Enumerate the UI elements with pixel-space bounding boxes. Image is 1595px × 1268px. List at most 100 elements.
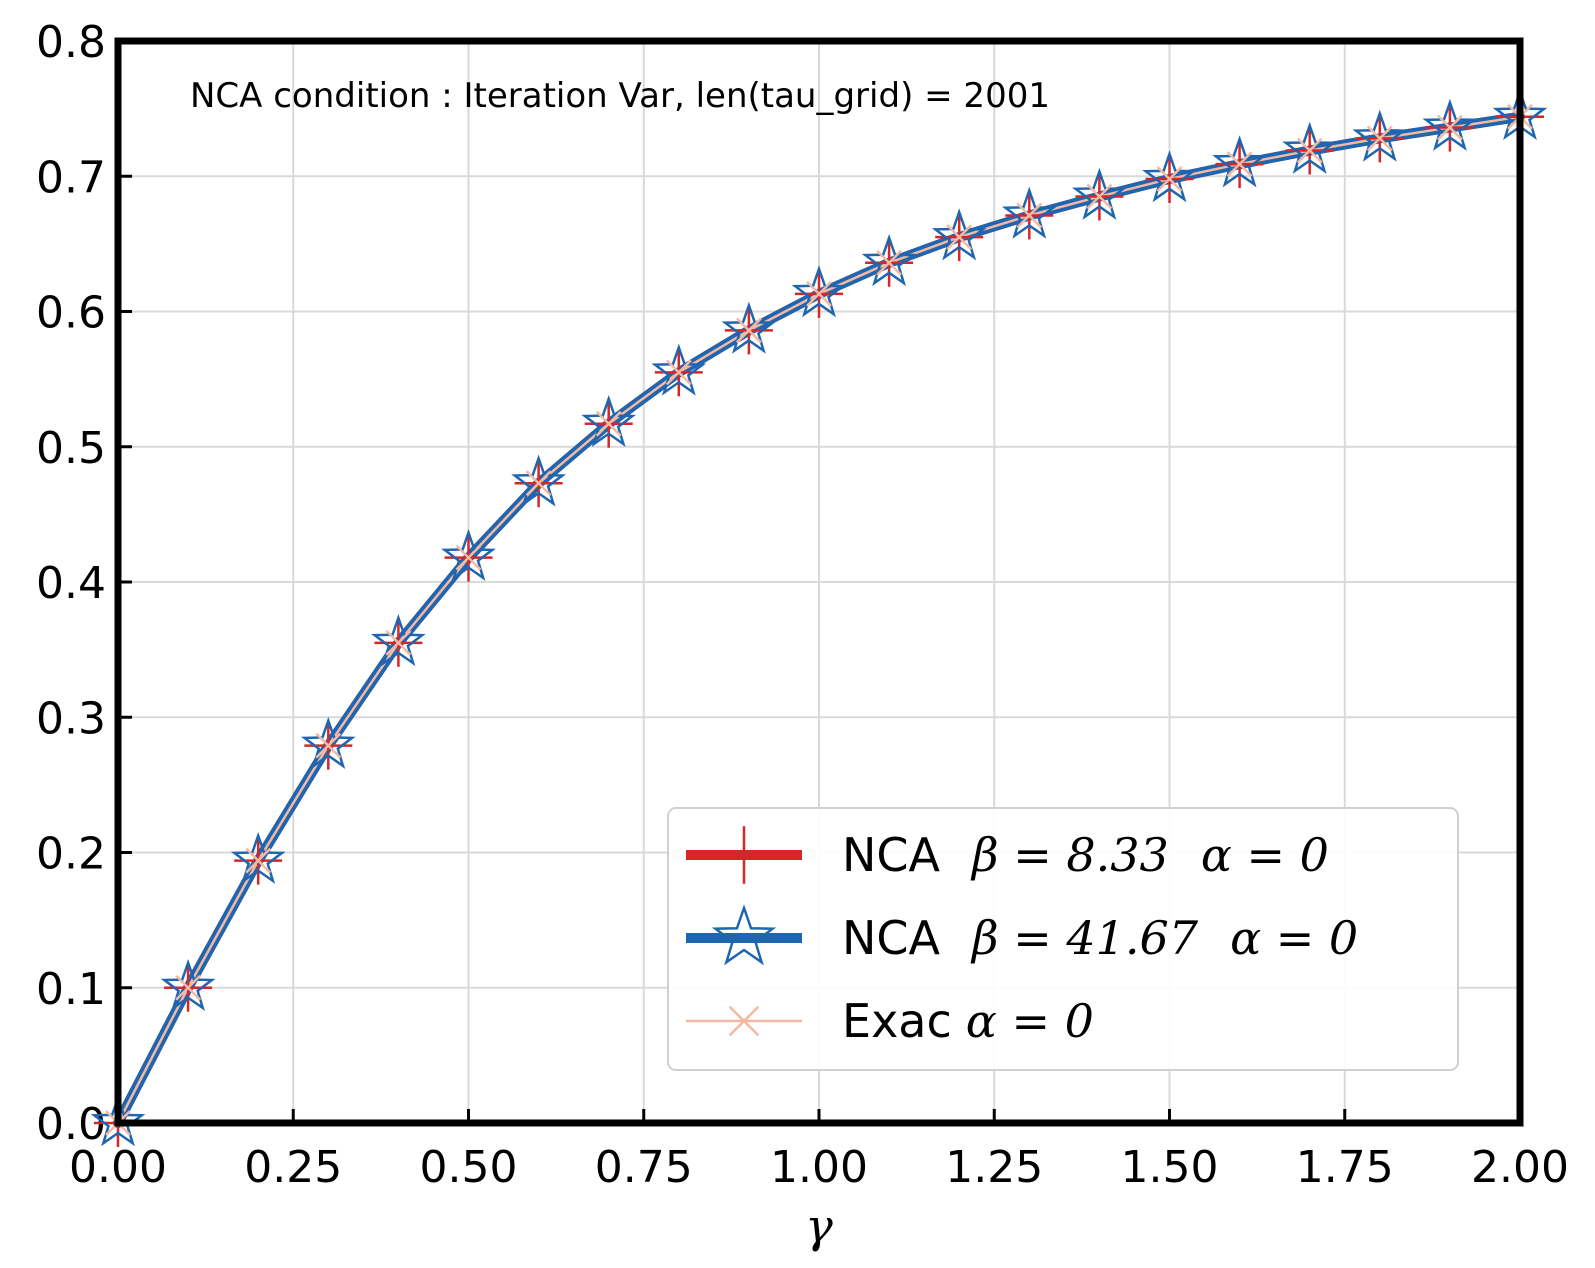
- y-tick-label: 0.2: [36, 829, 106, 880]
- x-marker-b: [736, 317, 762, 344]
- x-tick-label: 0.50: [420, 1142, 518, 1193]
- legend-box: [667, 807, 1459, 1071]
- legend-label: Exac α = 0: [842, 994, 1094, 1048]
- x-marker-b: [1086, 183, 1113, 210]
- data-point: [315, 732, 342, 759]
- legend-marker: [728, 1005, 760, 1037]
- data-point: [160, 958, 216, 1012]
- data-point: [245, 847, 272, 874]
- data-point: [455, 544, 482, 571]
- data-point: [511, 454, 567, 507]
- data-point: [736, 317, 762, 344]
- x-axis-label: γ: [805, 1199, 833, 1253]
- data-point: [806, 281, 832, 307]
- x-marker-b: [175, 974, 201, 1001]
- legend-beta: β = 8.33: [970, 828, 1169, 882]
- data-point: [1226, 151, 1253, 177]
- x-marker-b: [1366, 125, 1393, 152]
- x-marker-b: [595, 410, 622, 437]
- data-point: [651, 343, 707, 396]
- y-tick-label: 0.0: [36, 1099, 106, 1150]
- data-point: [876, 249, 902, 276]
- x-marker-b: [385, 629, 412, 656]
- legend-alpha: α = 0: [1230, 911, 1358, 965]
- x-marker-b: [665, 359, 692, 386]
- legend-label: NCA β = 41.67 α = 0: [842, 911, 1358, 965]
- data-point: [861, 234, 917, 287]
- legend-alpha: α = 0: [966, 994, 1094, 1048]
- x-marker-b: [1226, 151, 1253, 177]
- x-tick-label: 0.75: [595, 1142, 693, 1193]
- y-tick-label: 0.5: [36, 423, 106, 474]
- data-point: [175, 974, 201, 1001]
- y-tick-label: 0.7: [36, 152, 106, 203]
- legend-series-name: NCA: [842, 911, 941, 965]
- data-point: [1016, 202, 1043, 229]
- y-tick-label: 0.8: [36, 17, 106, 68]
- data-point: [791, 265, 847, 318]
- x-marker-b: [455, 544, 482, 571]
- data-point: [1212, 135, 1268, 188]
- data-point: [90, 1094, 146, 1147]
- legend-marker: [711, 904, 777, 966]
- data-point: [1437, 114, 1463, 141]
- legend-series-name: NCA: [842, 828, 941, 882]
- legend-label: NCA β = 8.33 α = 0: [842, 828, 1329, 882]
- x-marker-b: [245, 847, 272, 874]
- x-tick-label: 1.00: [770, 1142, 868, 1193]
- data-point: [385, 629, 412, 656]
- x-tick-label: 0.25: [244, 1142, 342, 1193]
- x-marker-b: [1156, 166, 1183, 192]
- data-point: [1366, 125, 1393, 152]
- data-point: [525, 470, 552, 497]
- data-point: [1282, 121, 1338, 174]
- legend-alpha: α = 0: [1201, 828, 1329, 882]
- data-point: [230, 831, 286, 884]
- x-tick-label: 0.00: [69, 1142, 167, 1193]
- y-tick-label: 0.6: [36, 288, 106, 339]
- data-point: [1422, 98, 1478, 151]
- data-point: [581, 394, 637, 448]
- y-tick-label: 0.3: [36, 693, 106, 744]
- plot-frame: [114, 37, 1524, 1127]
- legend-marker: [715, 826, 773, 884]
- x-marker-b: [806, 281, 832, 307]
- x-marker-b: [946, 224, 973, 250]
- x-marker-b: [728, 1005, 760, 1037]
- legend-entry-1: NCA β = 41.67 α = 0: [686, 904, 1358, 966]
- chart-annotation: NCA condition : Iteration Var, len(tau_g…: [190, 76, 1050, 116]
- y-tick-label: 0.1: [36, 964, 106, 1015]
- data-point: [1156, 166, 1183, 192]
- data-point: [1296, 137, 1323, 164]
- data-point: [1352, 109, 1408, 162]
- data-point: [1142, 150, 1197, 203]
- data-point: [1001, 186, 1057, 239]
- legend-beta: β = 41.67: [970, 911, 1199, 965]
- legend-entry-0: NCA β = 8.33 α = 0: [686, 826, 1329, 884]
- data-point: [721, 301, 777, 354]
- data-point: [441, 528, 496, 581]
- y-tick-label: 0.4: [36, 558, 106, 609]
- x-marker-b: [1296, 137, 1323, 164]
- x-marker-b: [315, 732, 342, 759]
- legend-entry-2: Exac α = 0: [686, 994, 1094, 1048]
- data-point: [370, 614, 426, 667]
- x-tick-label: 1.25: [945, 1142, 1043, 1193]
- series-layer: [90, 87, 1548, 1147]
- tick-labels: 0.00 0.25 0.50 0.75 1.00 1.25 1.50 1.75 2.00 0.0 0…: [36, 17, 1569, 1193]
- x-marker-b: [525, 470, 552, 497]
- data-point: [946, 224, 973, 250]
- x-tick-label: 1.75: [1296, 1142, 1394, 1193]
- x-marker-b: [1016, 202, 1043, 229]
- data-point: [931, 208, 987, 261]
- x-marker-b: [1437, 114, 1463, 141]
- data-point: [595, 410, 622, 437]
- x-tick-label: 2.00: [1471, 1142, 1569, 1193]
- legend-series-name: Exac: [842, 994, 952, 1048]
- data-point: [1086, 183, 1113, 210]
- series-markers-1: [90, 87, 1548, 1147]
- x-tick-label: 1.50: [1121, 1142, 1219, 1193]
- data-point: [665, 359, 692, 386]
